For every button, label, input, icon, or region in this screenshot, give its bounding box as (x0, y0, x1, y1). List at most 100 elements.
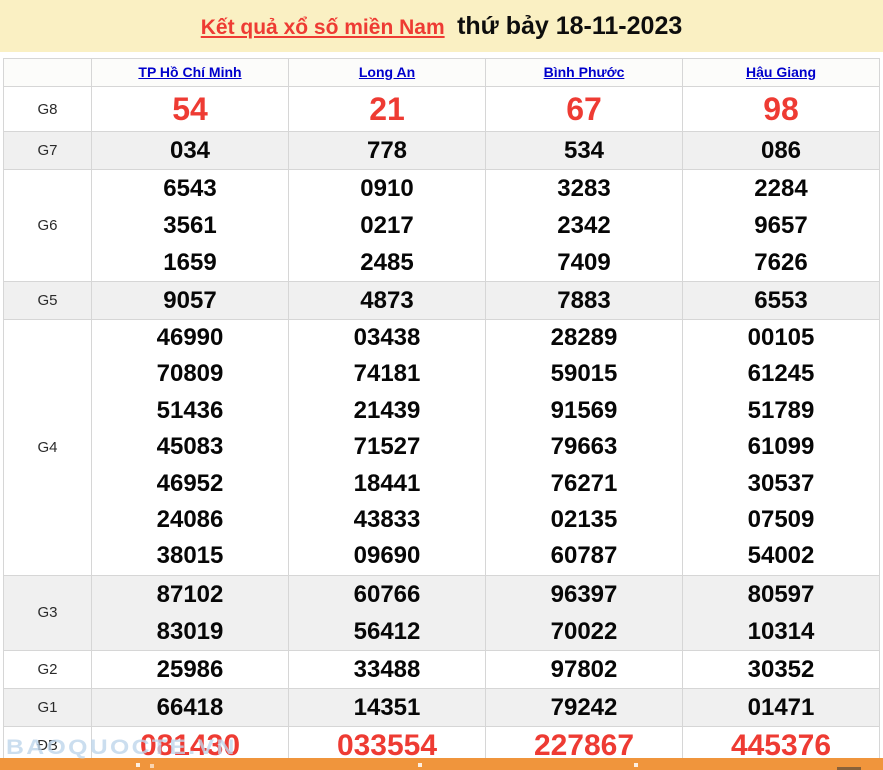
prize-number: 91569 (550, 396, 618, 424)
prize-cell-g5-col1: 4873 (288, 281, 486, 320)
prize-cell-g6-col1: 0910 0217 2485 (288, 169, 486, 282)
prize-number: 0217 (360, 212, 414, 239)
prize-label-g6: G6 (3, 169, 92, 282)
page-title-banner: Kết quả xổ số miền Nam thứ bảy 18-11-202… (0, 0, 883, 52)
prize-number: 54002 (747, 542, 815, 570)
prize-number: 01471 (747, 693, 815, 721)
prize-cell-g2-col2: 97802 (485, 649, 683, 689)
prize-number: 086 (760, 137, 802, 164)
prize-label-g5: G5 (3, 281, 92, 320)
prize-number: 6553 (754, 287, 808, 314)
column-header-row: TP Hồ Chí Minh Long An Bình Phước Hậu Giang (3, 58, 880, 87)
title-link[interactable]: Kết quả xổ số miền Nam (200, 16, 445, 39)
prize-cell-g6-col0: 6543 3561 1659 (91, 169, 289, 282)
prize-cell-g2-col3: 30352 (682, 649, 880, 689)
prize-number: 3561 (163, 212, 217, 239)
column-header-3: Hậu Giang (682, 58, 880, 87)
bottom-orange-bar (0, 758, 883, 770)
prize-number: 21 (369, 91, 405, 127)
prize-number: 24086 (156, 506, 224, 534)
prize-cell-g8-col2: 67 (485, 86, 683, 132)
prize-number: 59015 (550, 360, 618, 388)
prize-number: 00105 (747, 324, 815, 351)
prize-row-g3: G3 87102 83019 60766 56412 96397 70022 80597 103… (3, 574, 880, 651)
prize-cell-g6-col2: 3283 2342 7409 (485, 169, 683, 282)
title-date: thứ bảy 18-11-2023 (457, 12, 683, 40)
prize-number: 03438 (353, 324, 421, 351)
prize-cell-g2-col0: 25986 (91, 649, 289, 689)
prize-cell-g7-col3: 086 (682, 131, 880, 170)
prize-number: 25986 (156, 655, 224, 683)
prize-cell-g1-col1: 14351 (288, 687, 486, 727)
prize-number: 18441 (353, 469, 421, 497)
prize-number: 98 (763, 91, 799, 127)
prize-number: 1659 (163, 249, 217, 276)
province-link[interactable]: Bình Phước (543, 63, 625, 80)
prize-cell-g1-col0: 66418 (91, 687, 289, 727)
prize-number: 21439 (353, 396, 421, 424)
prize-number: 0910 (360, 175, 414, 202)
results-table: TP Hồ Chí Minh Long An Bình Phước Hậu Giang… (3, 58, 880, 766)
prize-number: 83019 (156, 617, 224, 645)
prize-cell-g8-col3: 98 (682, 86, 880, 132)
prize-number: 7883 (557, 287, 611, 314)
column-header-2: Bình Phước (485, 58, 683, 87)
province-link[interactable]: TP Hồ Chí Minh (138, 63, 242, 80)
prize-cell-g2-col1: 33488 (288, 649, 486, 689)
prize-cell-g8-col1: 21 (288, 86, 486, 132)
prize-number: 4873 (360, 287, 414, 314)
prize-cell-g4-col3: 00105 61245 51789 61099 30537 07509 54002 (682, 319, 880, 576)
prize-number: 02135 (550, 506, 618, 534)
prize-cell-g6-col3: 2284 9657 7626 (682, 169, 880, 282)
prize-cell-g8-col0: 54 (91, 86, 289, 132)
prize-number: 034 (169, 137, 211, 164)
prize-row-g7: G7 034 778 534 086 (3, 131, 880, 170)
prize-number: 9657 (754, 212, 808, 239)
prize-cell-g7-col0: 034 (91, 131, 289, 170)
prize-cell-g4-col0: 46990 70809 51436 45083 46952 24086 38015 (91, 319, 289, 576)
prize-number: 46952 (156, 469, 224, 497)
prize-number: 07509 (747, 506, 815, 534)
prize-number: 30352 (747, 655, 815, 683)
prize-number: 445376 (730, 728, 832, 762)
prize-cell-g7-col1: 778 (288, 131, 486, 170)
prize-number: 71527 (353, 433, 421, 461)
prize-number: 7409 (557, 249, 611, 276)
province-link[interactable]: Long An (358, 63, 416, 80)
prize-number: 46990 (156, 324, 224, 351)
prize-number: 45083 (156, 433, 224, 461)
prize-cell-g3-col2: 96397 70022 (485, 574, 683, 651)
prize-row-g1: G1 66418 14351 79242 01471 (3, 687, 880, 727)
prize-number: 51436 (156, 396, 224, 424)
prize-number: 7626 (754, 249, 808, 276)
prize-number: 6543 (163, 175, 217, 202)
prize-number: 96397 (550, 580, 618, 608)
prize-number: 87102 (156, 580, 224, 608)
province-link[interactable]: Hậu Giang (745, 63, 816, 80)
prize-number: 38015 (156, 542, 224, 570)
prize-number: 2485 (360, 249, 414, 276)
corner-cell (3, 58, 92, 87)
prize-label-g2: G2 (3, 649, 92, 689)
prize-row-g6: G6 6543 3561 1659 0910 0217 2485 3283 2342 7409 22… (3, 169, 880, 282)
prize-number: 3283 (557, 175, 611, 202)
bottom-bar-cutoff-mark (837, 767, 861, 770)
column-header-1: Long An (288, 58, 486, 87)
prize-number: 227867 (533, 728, 635, 762)
prize-cell-g4-col2: 28289 59015 91569 79663 76271 02135 60787 (485, 319, 683, 576)
prize-row-g4: G4 46990 70809 51436 45083 46952 24086 38015 034… (3, 319, 880, 576)
prize-number: 534 (563, 137, 605, 164)
prize-cell-g4-col1: 03438 74181 21439 71527 18441 43833 09690 (288, 319, 486, 576)
prize-cell-g3-col0: 87102 83019 (91, 574, 289, 651)
prize-number: 54 (172, 91, 208, 127)
prize-number: 67 (566, 91, 602, 127)
prize-number: 51789 (747, 396, 815, 424)
prize-cell-g1-col2: 79242 (485, 687, 683, 727)
prize-number: 70022 (550, 617, 618, 645)
prize-label-g3: G3 (3, 574, 92, 651)
prize-label-g1: G1 (3, 687, 92, 727)
prize-number: 61245 (747, 360, 815, 388)
prize-number: 10314 (747, 617, 815, 645)
prize-number: 80597 (747, 580, 815, 608)
prize-row-g8: G8 54 21 67 98 (3, 86, 880, 132)
